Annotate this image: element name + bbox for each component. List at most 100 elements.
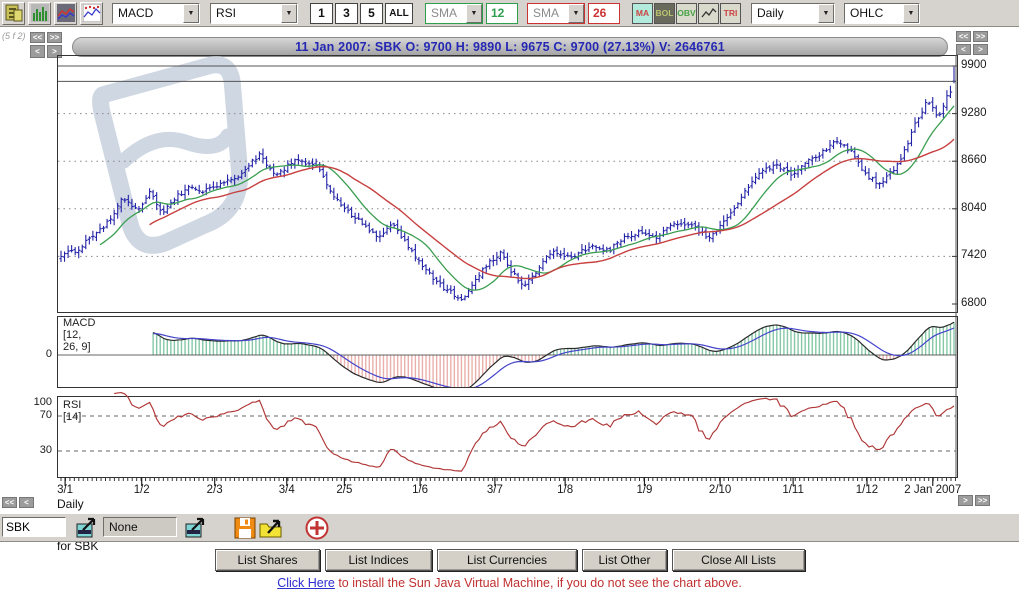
forward-button[interactable]: > [958,495,973,506]
quote-list-icon[interactable] [2,2,25,25]
overlay-chart-icon[interactable] [54,2,77,25]
toggle-button-bol[interactable]: BOL [654,3,675,24]
rsi-tick-label: 30 [0,444,52,456]
time-tick-label: 2/10 [709,484,731,496]
scroll-nav-top-left: << >> [30,32,64,43]
list-button-list-shares[interactable]: List Shares [215,549,320,571]
frequency-value: Daily [752,4,818,23]
crosshair-icon[interactable] [304,515,330,541]
back-button[interactable]: < [19,497,34,508]
list-button-close-all-lists[interactable]: Close All Lists [672,549,805,571]
indicator2-value: RSI [211,4,281,23]
fast-back-button[interactable]: << [30,32,45,43]
forward-button[interactable]: > [973,44,988,55]
period-button-1[interactable]: 1 [310,3,333,24]
price-lookup-icon[interactable] [183,515,209,541]
price-tick-label: 9280 [961,107,1001,119]
price-tick-label: 8040 [961,202,1001,214]
volume-bars-icon[interactable] [28,2,51,25]
time-tick-label: 2/5 [336,484,352,496]
rsi-panel [58,397,958,478]
chevron-down-icon[interactable]: ▼ [568,4,584,23]
fast-forward-button[interactable]: >> [973,31,988,42]
chevron-down-icon[interactable]: ▼ [466,4,482,23]
sma2-select[interactable]: SMA ▼ [527,3,585,24]
time-tick-label: 1/9 [636,484,652,496]
save-icon [233,516,257,540]
time-tick-label: 3/7 [487,484,503,496]
mini-chart-toggle-button[interactable] [698,3,719,24]
sma26-line [150,139,954,278]
price-tick-label: 6800 [961,297,1001,309]
macd-panel-label: MACD [12, 26, 9] [63,317,95,353]
frequency-select[interactable]: Daily ▼ [751,3,835,24]
page-indicator: (5 f 2) [2,31,26,41]
rsi-tick-label: 70 [0,409,52,421]
time-tick-label: 1/6 [412,484,428,496]
fast-back-button[interactable]: << [2,497,17,508]
price-lookup-icon[interactable] [74,515,100,541]
back-button[interactable]: < [956,44,971,55]
quote-title-text: 11 Jan 2007: SBK O: 9700 H: 9890 L: 9675… [295,40,725,54]
sma1-label: SMA [426,4,466,23]
period-button-5[interactable]: 5 [360,3,383,24]
export-icon[interactable] [258,515,284,541]
price-lookup-icon [75,516,99,540]
scroll-nav-bottom-right: > >> [958,495,992,506]
time-tick-label: 1/12 [856,484,878,496]
time-tick-label: 3/4 [279,484,295,496]
time-tick-label: 2 Jan 2007 [904,484,961,496]
macd-histogram-negative [330,355,901,391]
price-tick-label: 7420 [961,249,1001,261]
sma1-period-input[interactable]: 12 [486,3,518,24]
quote-list-icon [5,4,23,22]
standard-bank-logo [98,63,249,249]
scroll-nav-bottom-left: << < [2,497,36,508]
scroll-nav-top-right2: < > [956,44,990,55]
indicator2-select[interactable]: RSI ▼ [210,3,298,24]
list-button-list-currencies[interactable]: List Currencies [437,549,577,571]
install-java-text: to install the Sun Java Virtual Machine,… [335,576,742,590]
period-button-3[interactable]: 3 [335,3,358,24]
export-icon [258,516,284,540]
overlay-toggle-group: MABOLOBV TRI [632,3,742,24]
top-toolbar: MACD ▼ RSI ▼ 135ALL SMA ▼ 12 SMA ▼ 26 MA… [0,0,1019,27]
fast-forward-button[interactable]: >> [47,32,62,43]
chart-style-select[interactable]: OHLC ▼ [844,3,920,24]
watchlist-select[interactable]: None [103,517,177,537]
time-tick-label: 1/2 [134,484,150,496]
scroll-nav-top-right: << >> [956,31,990,42]
chevron-down-icon[interactable]: ▼ [818,4,834,23]
sma2-label: SMA [528,4,568,23]
dot-line-chart-icon[interactable] [80,2,103,25]
back-button[interactable]: < [30,45,45,58]
price-lookup-icon [184,516,208,540]
rsi-panel-label: RSI [14] [63,399,81,423]
toggle-button-ma[interactable]: MA [632,3,653,24]
period-button-all[interactable]: ALL [385,3,413,24]
list-button-list-other[interactable]: List Other [582,549,667,571]
fast-forward-button[interactable]: >> [975,495,990,506]
save-icon[interactable] [232,515,258,541]
crosshair-icon [304,515,330,541]
bottom-toolbar: None [0,513,1019,542]
list-button-list-indices[interactable]: List Indices [325,549,432,571]
symbol-input[interactable] [2,517,66,537]
chart-canvas[interactable] [57,55,958,487]
chevron-down-icon[interactable]: ▼ [183,4,199,23]
time-tick-label: 1/11 [782,484,804,496]
sma1-select[interactable]: SMA ▼ [425,3,483,24]
indicator1-select[interactable]: MACD ▼ [112,3,200,24]
ohlc-bars [59,67,955,301]
chevron-down-icon[interactable]: ▼ [281,4,297,23]
toggle-button-tri[interactable]: TRI [720,3,741,24]
fast-back-button[interactable]: << [956,31,971,42]
install-java-link[interactable]: Click Here [277,576,335,590]
chevron-down-icon[interactable]: ▼ [903,4,919,23]
sma2-period-input[interactable]: 26 [588,3,620,24]
macd-zero-label: 0 [0,348,52,360]
stock-chart-app: MACD ▼ RSI ▼ 135ALL SMA ▼ 12 SMA ▼ 26 MA… [0,0,1019,600]
java-install-note: Click Here to install the Sun Java Virtu… [0,576,1019,590]
rsi-tick-label: 100 [0,396,52,408]
toggle-button-obv[interactable]: OBV [676,3,697,24]
